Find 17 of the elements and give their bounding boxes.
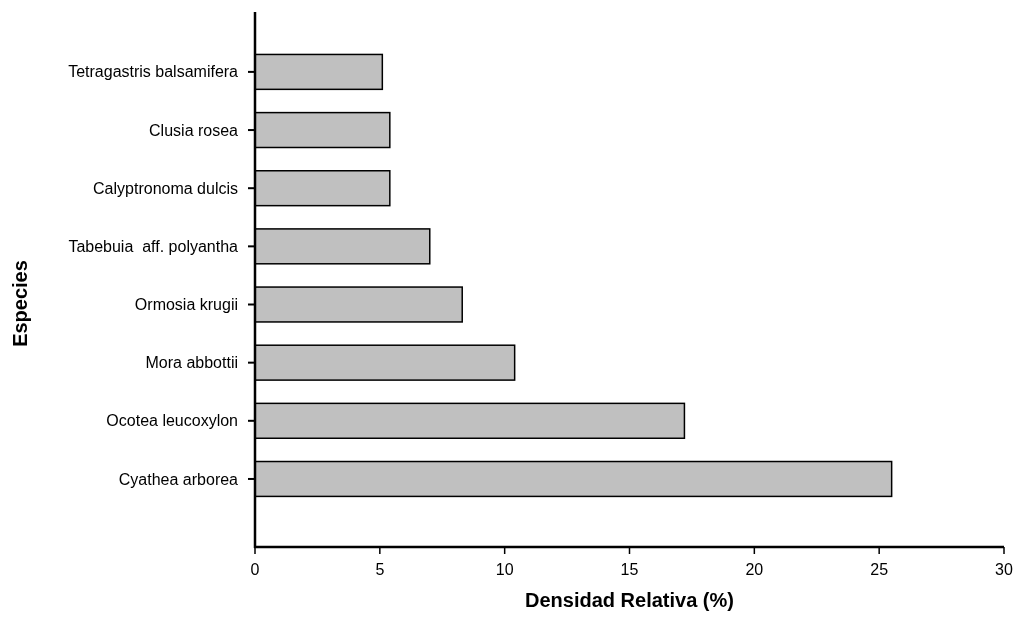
x-axis-title: Densidad Relativa (%) <box>525 589 734 611</box>
y-tick-label: Tetragastris balsamifera <box>68 63 239 81</box>
x-tick-label: 10 <box>495 561 514 578</box>
x-tick-label: 30 <box>995 561 1013 578</box>
y-tick-label: Tabebuia aff. polyantha <box>68 237 239 255</box>
x-tick-label: 5 <box>375 561 385 578</box>
y-tick-label: Calyptronoma dulcis <box>93 179 238 197</box>
x-tick-label: 25 <box>870 561 889 578</box>
y-tick-label: Clusia rosea <box>149 121 239 139</box>
y-axis-title: Especies <box>9 260 31 347</box>
y-tick-label: Mora abbottii <box>145 354 238 372</box>
y-tick-label: Ormosia krugii <box>134 296 238 314</box>
y-tick-label: Ocotea leucoxylon <box>106 412 238 430</box>
y-tick-label: Cyathea arborea <box>118 470 239 488</box>
x-tick-label: 15 <box>620 561 639 578</box>
x-tick-label: 20 <box>745 561 764 578</box>
x-tick-label: 0 <box>250 561 260 578</box>
